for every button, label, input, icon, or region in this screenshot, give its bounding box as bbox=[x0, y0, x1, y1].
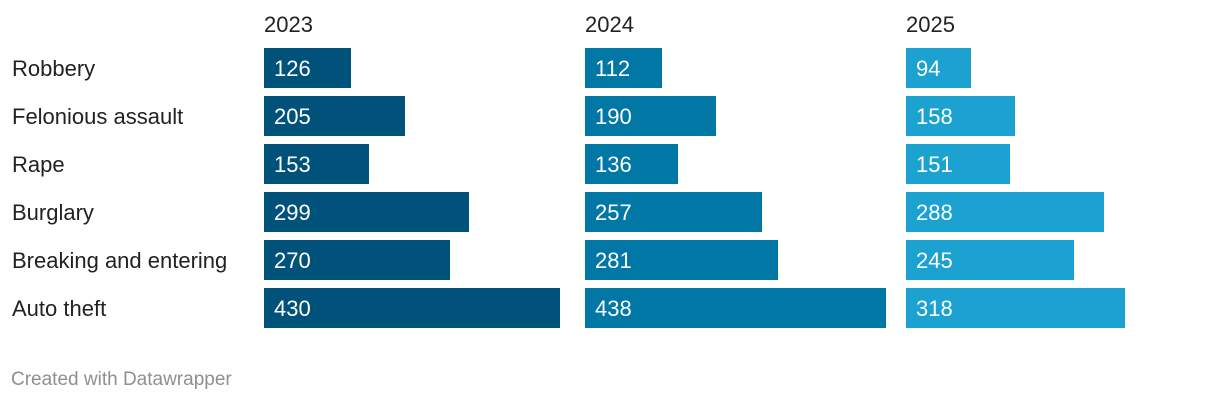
bar-value-label: 205 bbox=[274, 104, 311, 129]
row-label: Breaking and entering bbox=[12, 248, 227, 273]
bar bbox=[264, 48, 351, 88]
bar-value-label: 270 bbox=[274, 248, 311, 273]
bar bbox=[906, 48, 971, 88]
bar-value-label: 299 bbox=[274, 200, 311, 225]
bar-value-label: 257 bbox=[595, 200, 632, 225]
bar bbox=[906, 144, 1010, 184]
bar bbox=[906, 288, 1125, 328]
bar bbox=[906, 240, 1074, 280]
bar-value-label: 430 bbox=[274, 296, 311, 321]
row-label: Rape bbox=[12, 152, 65, 177]
bar bbox=[906, 96, 1015, 136]
bar bbox=[585, 48, 662, 88]
bar-value-label: 281 bbox=[595, 248, 632, 273]
bar bbox=[585, 240, 778, 280]
bar-value-label: 136 bbox=[595, 152, 632, 177]
bar-value-label: 126 bbox=[274, 56, 311, 81]
bar-value-label: 190 bbox=[595, 104, 632, 129]
bar-value-label: 318 bbox=[916, 296, 953, 321]
bar-value-label: 151 bbox=[916, 152, 953, 177]
bar-value-label: 112 bbox=[595, 56, 630, 81]
bar bbox=[264, 96, 405, 136]
bar-value-label: 245 bbox=[916, 248, 953, 273]
panel-title: 2023 bbox=[264, 12, 313, 37]
bar bbox=[906, 192, 1104, 232]
bar bbox=[585, 288, 886, 328]
panel-title: 2024 bbox=[585, 12, 634, 37]
panel-title: 2025 bbox=[906, 12, 955, 37]
bar-value-label: 288 bbox=[916, 200, 953, 225]
bar-value-label: 153 bbox=[274, 152, 311, 177]
bar bbox=[264, 240, 450, 280]
bar-value-label: 94 bbox=[916, 56, 940, 81]
bar bbox=[264, 192, 469, 232]
bar bbox=[585, 144, 678, 184]
row-label: Felonious assault bbox=[12, 104, 183, 129]
credit-text: Created with Datawrapper bbox=[11, 369, 232, 390]
bar-value-label: 438 bbox=[595, 296, 632, 321]
bar bbox=[585, 192, 762, 232]
bar bbox=[264, 144, 369, 184]
bar bbox=[585, 96, 716, 136]
row-label: Burglary bbox=[12, 200, 94, 225]
bar-value-label: 158 bbox=[916, 104, 953, 129]
bar bbox=[264, 288, 560, 328]
row-label: Robbery bbox=[12, 56, 95, 81]
row-label: Auto theft bbox=[12, 296, 106, 321]
